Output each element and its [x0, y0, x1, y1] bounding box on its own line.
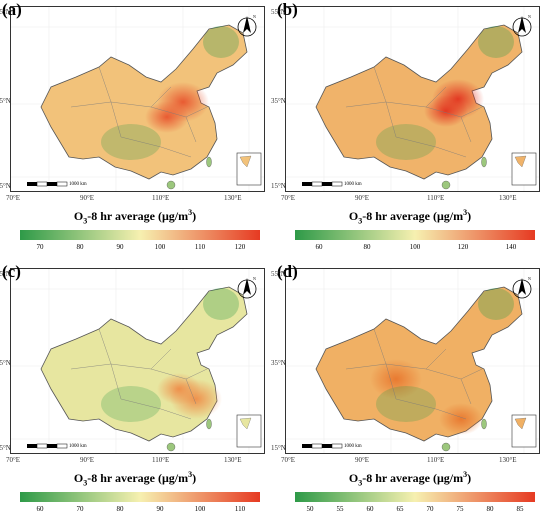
china-map: N	[11, 7, 264, 191]
lon-label-110: 110°E	[152, 194, 170, 202]
lon-label-90: 90°E	[80, 194, 95, 202]
panel-tag: (b)	[277, 0, 298, 19]
map-frame: N 1000 km	[285, 6, 540, 192]
colorbar-tick: 70	[36, 243, 44, 251]
map-frame: N 1000 km	[285, 268, 540, 454]
panel-tag: (c)	[2, 262, 21, 281]
lat-label-15: 15°N	[271, 444, 286, 452]
china-map: N	[286, 269, 539, 453]
colorbar-title: O3-8 hr average (μg/m3)	[73, 208, 197, 226]
colorbar-tick: 120	[457, 243, 469, 251]
scale-label: 1000 km	[69, 444, 87, 449]
svg-text:N: N	[253, 14, 256, 19]
lon-label-70: 70°E	[6, 194, 21, 202]
colorbar-tick: 55	[336, 505, 344, 513]
colorbar-tick: 75	[456, 505, 464, 513]
lon-label-130: 130°E	[224, 456, 242, 464]
lon-label-70: 70°E	[281, 194, 296, 202]
lon-label-110: 110°E	[427, 456, 445, 464]
svg-text:N: N	[528, 14, 531, 19]
lat-label-15: 15°N	[271, 182, 286, 190]
scale-label: 1000 km	[344, 182, 362, 187]
north-arrow-icon: N	[237, 14, 257, 37]
lon-label-130: 130°E	[499, 456, 517, 464]
lat-label-15: 15°N	[0, 182, 11, 190]
colorbar-tick: 80	[76, 243, 84, 251]
svg-text:N: N	[528, 276, 531, 281]
colorbar-tick: 100	[194, 505, 206, 513]
colorbar-title: O3-8 hr average (μg/m3)	[73, 470, 197, 488]
colorbar-tick: 85	[516, 505, 524, 513]
scale-bar	[27, 181, 68, 187]
colorbar-title: O3-8 hr average (μg/m3)	[348, 470, 472, 488]
colorbar	[295, 230, 535, 240]
colorbar-tick: 110	[194, 243, 206, 251]
colorbar-tick: 90	[156, 505, 164, 513]
north-arrow-icon: N	[237, 276, 257, 299]
colorbar-tick: 50	[306, 505, 314, 513]
map-panel-1: N 1000 km (a) 55°N 35°N 15°N 70°E 90°E 1…	[0, 0, 270, 258]
colorbar-tick: 60	[315, 243, 323, 251]
scale-bar	[302, 181, 343, 187]
colorbar-tick: 80	[486, 505, 494, 513]
lon-label-130: 130°E	[499, 194, 517, 202]
lat-label-35: 35°N	[0, 359, 11, 367]
lon-label-90: 90°E	[80, 456, 95, 464]
colorbar-tick: 140	[505, 243, 517, 251]
china-map: N	[11, 269, 264, 453]
map-panel-4: N 1000 km (d) 55°N 35°N 15°N 70°E 90°E 1…	[271, 262, 545, 520]
lon-label-110: 110°E	[427, 194, 445, 202]
lat-label-35: 35°N	[0, 97, 11, 105]
lat-label-15: 15°N	[0, 444, 11, 452]
lon-label-90: 90°E	[355, 456, 370, 464]
scale-label: 1000 km	[69, 182, 87, 187]
china-map: N	[286, 7, 539, 191]
panel-tag: (a)	[2, 0, 22, 19]
colorbar-tick: 80	[116, 505, 124, 513]
colorbar-tick: 110	[234, 505, 246, 513]
colorbar-tick: 100	[409, 243, 421, 251]
north-arrow-icon: N	[512, 14, 532, 37]
lon-label-70: 70°E	[281, 456, 296, 464]
colorbar	[295, 492, 535, 502]
lat-label-35: 35°N	[271, 359, 286, 367]
lat-label-55: 55°N	[271, 8, 286, 16]
north-arrow-icon: N	[512, 276, 532, 299]
lon-label-110: 110°E	[152, 456, 170, 464]
panel-tag: (d)	[277, 262, 298, 281]
colorbar	[20, 230, 260, 240]
colorbar-tick: 80	[363, 243, 371, 251]
map-frame: N 1000 km	[10, 268, 265, 454]
lat-label-55: 55°N	[0, 270, 11, 278]
colorbar-tick: 100	[154, 243, 166, 251]
scale-bar	[302, 443, 343, 449]
svg-text:N: N	[253, 276, 256, 281]
colorbar-tick: 65	[396, 505, 404, 513]
lat-label-55: 55°N	[0, 8, 11, 16]
colorbar-title: O3-8 hr average (μg/m3)	[348, 208, 472, 226]
colorbar-tick: 70	[426, 505, 434, 513]
scale-bar	[27, 443, 68, 449]
colorbar	[20, 492, 260, 502]
colorbar-tick: 60	[36, 505, 44, 513]
colorbar-tick: 60	[366, 505, 374, 513]
lat-label-35: 35°N	[271, 97, 286, 105]
lon-label-130: 130°E	[224, 194, 242, 202]
scale-label: 1000 km	[344, 444, 362, 449]
lat-label-55: 55°N	[271, 270, 286, 278]
colorbar-tick: 90	[116, 243, 124, 251]
lon-label-90: 90°E	[355, 194, 370, 202]
map-frame: N 1000 km	[10, 6, 265, 192]
lon-label-70: 70°E	[6, 456, 21, 464]
map-panel-3: N 1000 km (c) 55°N 35°N 15°N 70°E 90°E 1…	[0, 262, 270, 520]
colorbar-tick: 120	[234, 243, 246, 251]
map-panel-2: N 1000 km (b) 55°N 35°N 15°N 70°E 90°E 1…	[271, 0, 545, 258]
colorbar-tick: 70	[76, 505, 84, 513]
